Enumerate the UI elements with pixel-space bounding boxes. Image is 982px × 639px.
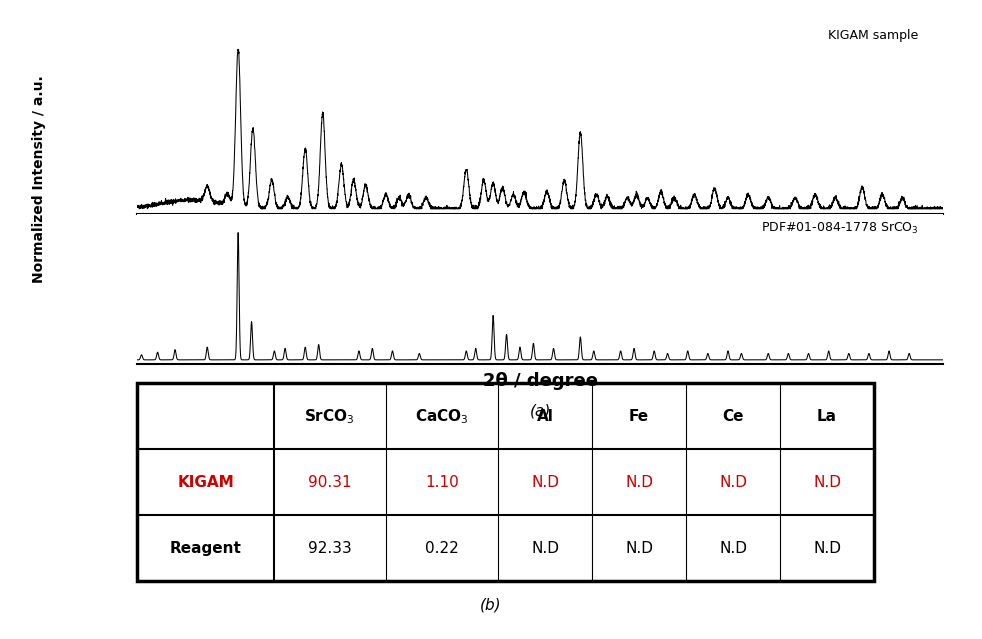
Text: N.D: N.D	[719, 475, 747, 490]
Text: N.D: N.D	[531, 475, 559, 490]
Text: 90.31: 90.31	[308, 475, 352, 490]
Text: N.D: N.D	[626, 475, 653, 490]
Text: N.D: N.D	[531, 541, 559, 556]
Text: (a): (a)	[529, 403, 551, 419]
Text: N.D: N.D	[813, 541, 841, 556]
Text: N.D: N.D	[813, 475, 841, 490]
Text: (b): (b)	[480, 597, 502, 612]
Text: Normalized Intensity / a.u.: Normalized Intensity / a.u.	[32, 75, 46, 283]
Text: 2θ / degree: 2θ / degree	[482, 372, 598, 390]
Text: Ce: Ce	[723, 409, 743, 424]
Text: Al: Al	[537, 409, 554, 424]
Text: 1.10: 1.10	[425, 475, 459, 490]
Text: 92.33: 92.33	[307, 541, 352, 556]
Text: N.D: N.D	[719, 541, 747, 556]
Text: Reagent: Reagent	[170, 541, 242, 556]
Text: 0.22: 0.22	[425, 541, 459, 556]
Text: La: La	[817, 409, 837, 424]
Text: KIGAM: KIGAM	[177, 475, 234, 490]
Text: Fe: Fe	[629, 409, 649, 424]
Text: CaCO$_3$: CaCO$_3$	[415, 407, 469, 426]
Text: SrCO$_3$: SrCO$_3$	[304, 407, 355, 426]
Text: PDF#01-084-1778 SrCO$_3$: PDF#01-084-1778 SrCO$_3$	[761, 221, 918, 236]
Text: KIGAM sample: KIGAM sample	[828, 29, 918, 42]
Text: N.D: N.D	[626, 541, 653, 556]
